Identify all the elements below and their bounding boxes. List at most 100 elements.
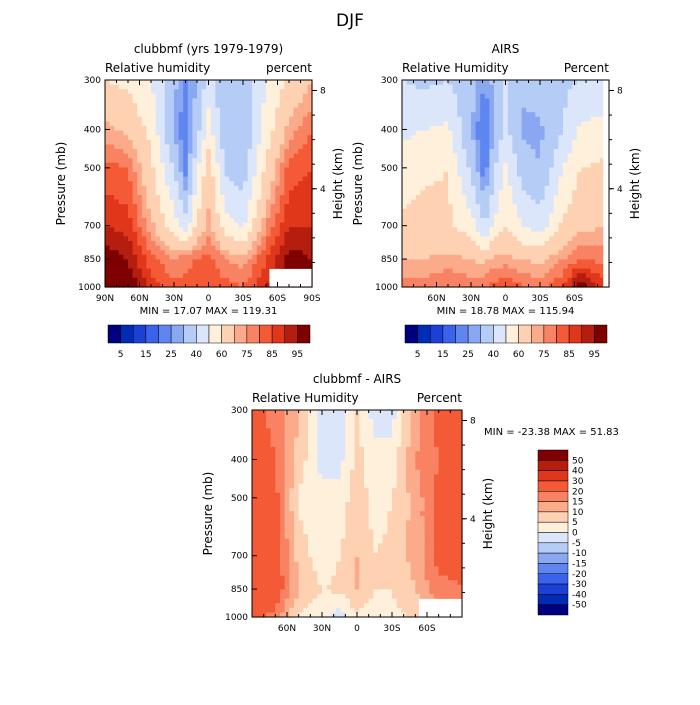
field-cell (563, 181, 568, 186)
field-cell (485, 131, 490, 136)
field-cell (476, 121, 481, 126)
field-cell (531, 195, 536, 200)
field-cell (430, 117, 435, 122)
field-cell (211, 89, 216, 94)
field-cell (261, 438, 266, 443)
field-cell (202, 209, 207, 214)
field-cell (284, 103, 289, 108)
field-cell (494, 177, 499, 182)
field-cell (248, 98, 253, 103)
field-cell (494, 269, 499, 274)
field-cell (298, 236, 303, 241)
field-cell (308, 576, 313, 581)
field-cell (476, 273, 481, 278)
field-cell (280, 525, 285, 530)
field-cell (110, 121, 115, 126)
field-cell (572, 158, 577, 163)
field-cell (299, 539, 304, 544)
field-cell (503, 255, 508, 260)
field-cell (308, 580, 313, 585)
field-cell (313, 589, 318, 594)
field-cell (123, 213, 128, 218)
field-cell (284, 177, 289, 182)
field-cell (494, 112, 499, 117)
field-cell (489, 154, 494, 159)
field-cell (430, 186, 435, 191)
field-cell (508, 103, 513, 108)
field-cell (298, 227, 303, 232)
field-cell (425, 158, 430, 163)
field-cell (215, 131, 220, 136)
field-cell (238, 246, 243, 251)
field-cell (271, 534, 276, 539)
field-cell (243, 154, 248, 159)
field-cell (271, 241, 276, 246)
field-cell (586, 163, 591, 168)
field-cell (174, 94, 179, 99)
field-cell (294, 94, 299, 99)
field-cell (411, 269, 416, 274)
field-cell (169, 167, 174, 172)
field-cell (252, 135, 257, 140)
field-cell (266, 255, 271, 260)
field-cell (591, 264, 596, 269)
field-cell (275, 144, 280, 149)
field-cell (568, 246, 573, 251)
field-cell (165, 131, 170, 136)
field-cell (266, 585, 271, 590)
field-cell (280, 181, 285, 186)
field-cell (411, 158, 416, 163)
field-cell (327, 599, 332, 604)
field-cell (179, 218, 184, 223)
field-cell (540, 232, 545, 237)
field-cell (503, 140, 508, 145)
field-cell (174, 232, 179, 237)
field-cell (257, 438, 262, 443)
field-cell (499, 140, 504, 145)
field-cell (489, 259, 494, 264)
field-cell (252, 259, 257, 264)
field-cell (308, 571, 313, 576)
field-cell (243, 232, 248, 237)
field-cell (123, 112, 128, 117)
field-cell (531, 112, 536, 117)
field-cell (215, 158, 220, 163)
field-cell (183, 273, 188, 278)
field-cell (294, 484, 299, 489)
field-cell (261, 103, 266, 108)
field-cell (105, 149, 110, 154)
field-cell (110, 126, 115, 131)
field-cell (179, 98, 184, 103)
field-cell (271, 98, 276, 103)
field-cell (123, 158, 128, 163)
field-cell (572, 204, 577, 209)
field-cell (327, 461, 332, 466)
field-cell (434, 181, 439, 186)
field-cell (586, 108, 591, 113)
field-cell (298, 255, 303, 260)
field-cell (303, 502, 308, 507)
field-cell (133, 273, 138, 278)
field-cell (114, 278, 119, 283)
field-cell (234, 158, 239, 163)
field-cell (303, 103, 308, 108)
field-cell (420, 89, 425, 94)
field-cell (420, 218, 425, 223)
field-cell (165, 80, 170, 85)
field-cell (137, 190, 142, 195)
field-cell (294, 255, 299, 260)
field-cell (188, 158, 193, 163)
field-cell (110, 259, 115, 264)
field-cell (425, 181, 430, 186)
field-cell (165, 181, 170, 186)
field-cell (280, 209, 285, 214)
field-cell (535, 163, 540, 168)
field-cell (299, 474, 304, 479)
field-cell (462, 195, 467, 200)
field-cell (298, 177, 303, 182)
field-cell (439, 200, 444, 205)
field-cell (476, 181, 481, 186)
field-cell (248, 149, 253, 154)
field-cell (535, 264, 540, 269)
field-cell (554, 140, 559, 145)
